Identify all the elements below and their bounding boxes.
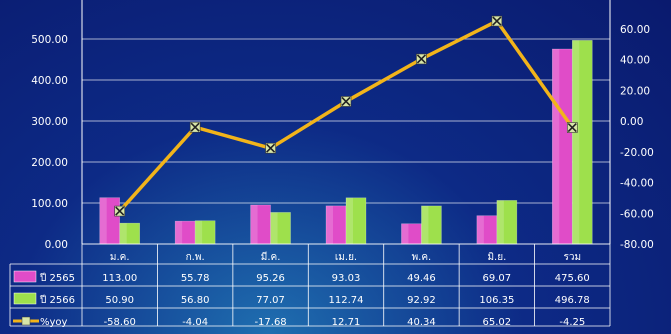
legend-entry: ปี 2565 [13, 270, 75, 284]
yoy-point [114, 205, 126, 217]
data-label: 69.07 [483, 273, 512, 284]
data-label: 55.78 [181, 273, 210, 284]
yoy-marker-cross [416, 54, 426, 64]
bar-highlight [496, 200, 504, 244]
data-label: 12.71 [332, 317, 361, 328]
bar-highlight [99, 197, 107, 244]
data-label: 77.07 [256, 295, 285, 306]
line-layer [114, 15, 578, 217]
bar-highlight [346, 197, 353, 244]
yoy-point [189, 121, 201, 133]
data-label: 40.34 [407, 317, 436, 328]
y-tick-label-left: 300.00 [31, 116, 68, 128]
yoy-marker-cross [492, 16, 502, 26]
bar-highlight [250, 204, 258, 244]
y-tick-label-left: 500.00 [31, 34, 68, 46]
data-label: 95.26 [256, 273, 285, 284]
y-tick-label-left: 100.00 [31, 198, 68, 210]
data-label: 475.60 [555, 273, 590, 284]
yoy-marker-cross [115, 206, 125, 216]
y-tick-label-right: 40.00 [620, 55, 650, 67]
legend-entry: ปี 2566 [13, 292, 75, 306]
data-label: 92.92 [407, 295, 436, 306]
x-tick-label: ก.พ. [186, 252, 205, 263]
data-label: 56.80 [181, 295, 210, 306]
yoy-marker-cross [190, 122, 200, 132]
data-label: -17.68 [254, 317, 286, 328]
axis-layer: 0.00 100.00 200.00 300.00 400.00 500.00 -80.00… [31, 0, 654, 251]
y-tick-label-right: 0.00 [620, 116, 643, 128]
yoy-point [265, 142, 276, 154]
yoy-marker-cross [567, 122, 577, 133]
legend-marker [21, 316, 31, 326]
x-tick-label: ม.ค. [110, 252, 130, 263]
bar-highlight [476, 215, 484, 244]
yoy-point [566, 122, 578, 133]
legend-swatch [13, 292, 37, 305]
data-label: -4.04 [182, 317, 208, 328]
bar-highlight [552, 49, 560, 245]
y-tick-label-right: -20.00 [620, 147, 654, 159]
data-label: 106.35 [479, 295, 514, 306]
yoy-marker-cross [266, 143, 276, 153]
x-tick-label: มี.ค. [261, 251, 281, 263]
y-tick-label-left: 0.00 [45, 239, 68, 251]
bar-highlight [175, 221, 183, 244]
bar-highlight [421, 205, 429, 244]
data-label: -58.60 [104, 317, 136, 328]
data-label: 93.03 [332, 273, 361, 284]
data-label: 113.00 [102, 273, 137, 284]
legend-entry: %yoy [13, 316, 68, 328]
bar-highlight [326, 205, 333, 244]
yoy-marker-cross [341, 96, 351, 107]
y-tick-label-right: -60.00 [620, 208, 654, 220]
bar-highlight [401, 223, 409, 244]
y-tick-label-left: 200.00 [31, 157, 68, 169]
data-label: 496.78 [555, 295, 590, 306]
legend-label: %yoy [40, 317, 68, 328]
data-label: 50.90 [105, 295, 134, 306]
legend-label: ปี 2565 [39, 272, 75, 284]
bar-highlight [270, 212, 278, 244]
y-tick-label-right: 60.00 [620, 24, 650, 36]
x-tick-label: พ.ค. [412, 252, 432, 263]
x-tick-label: มิ.ย. [487, 252, 506, 263]
y-tick-label-right: -40.00 [620, 178, 654, 190]
y-tick-label-left: 400.00 [31, 75, 68, 87]
y-tick-label-right: -80.00 [620, 239, 654, 251]
yoy-line [118, 19, 574, 213]
x-tick-label: รวม [563, 252, 581, 263]
yoy-point [340, 96, 352, 107]
data-label: 65.02 [483, 317, 512, 328]
yoy-point [491, 15, 503, 27]
bar-highlight [195, 220, 203, 244]
data-label: 49.46 [407, 273, 436, 284]
bar-layer [99, 40, 593, 245]
legend-label: ปี 2566 [39, 294, 75, 306]
data-label: -4.25 [559, 317, 585, 328]
bar-highlight [119, 223, 127, 244]
yoy-point [416, 53, 427, 65]
x-tick-label: เม.ย. [335, 252, 357, 263]
data-label: 112.74 [329, 295, 364, 306]
bar-highlight [572, 40, 580, 244]
legend-swatch [13, 270, 37, 283]
y-tick-label-right: 20.00 [620, 85, 650, 97]
